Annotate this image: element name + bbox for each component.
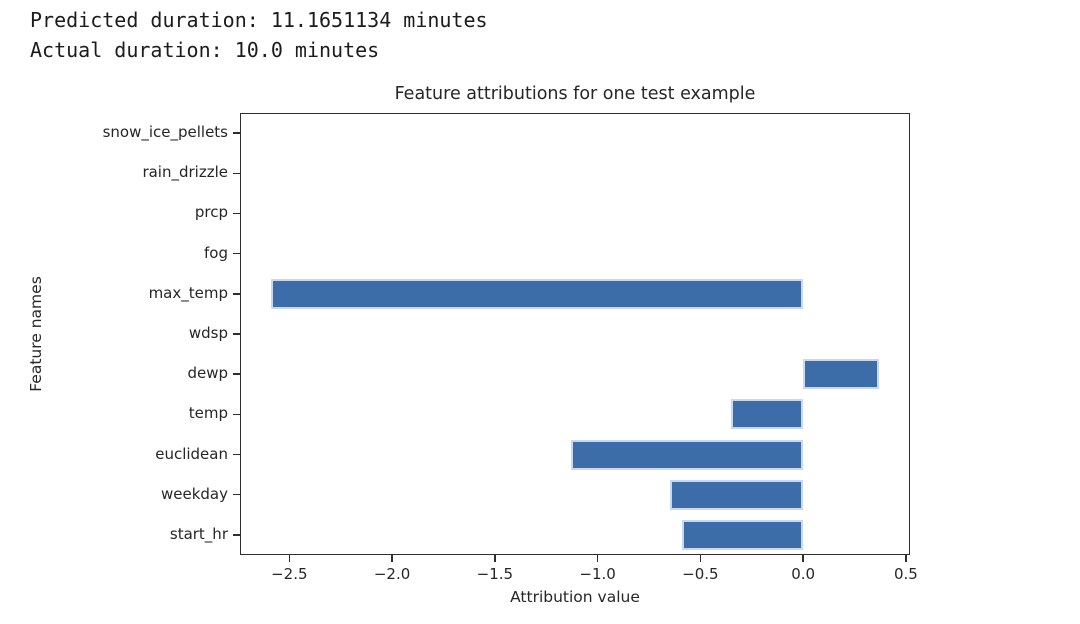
y-tick-label-start_hr: start_hr [169, 524, 228, 543]
x-tick-mark [494, 555, 496, 562]
bar-temp [731, 399, 804, 430]
plot-area [240, 113, 910, 555]
x-tick-mark [288, 555, 291, 562]
y-tick-label-weekday: weekday [160, 484, 228, 503]
bar-euclidean [570, 439, 804, 470]
x-tick-label: −0.5 [682, 565, 719, 583]
y-tick-mark [233, 413, 240, 416]
x-tick-label: −1.0 [579, 565, 616, 583]
x-axis-label: Attribution value [510, 588, 640, 606]
y-tick-label-max_temp: max_temp [148, 283, 228, 302]
bar-max_temp [270, 278, 804, 309]
y-tick-label-wdsp: wdsp [188, 324, 228, 342]
y-tick-mark [233, 373, 240, 375]
x-tick-label: −2.5 [271, 565, 308, 583]
y-tick-mark [233, 132, 240, 134]
y-tick-mark [233, 333, 240, 335]
y-tick-mark [233, 293, 240, 295]
stdout-text: Predicted duration: 11.1651134 minutes A… [30, 5, 488, 65]
bar-dewp [803, 359, 880, 390]
y-tick-label-euclidean: euclidean [155, 444, 228, 463]
y-tick-mark [233, 453, 240, 456]
y-tick-mark [233, 172, 240, 175]
y-tick-label-temp: temp [188, 404, 228, 423]
y-tick-label-rain_drizzle: rain_drizzle [142, 163, 228, 182]
actual-duration-line: Actual duration: 10.0 minutes [30, 38, 380, 62]
bar-start_hr [681, 519, 804, 550]
x-tick-mark [905, 555, 907, 562]
y-tick-label-fog: fog [204, 243, 228, 262]
x-tick-mark [596, 555, 599, 562]
x-tick-label: −1.5 [476, 565, 514, 583]
x-tick-mark [699, 555, 702, 562]
x-tick-mark [802, 555, 804, 562]
x-tick-label: −2.0 [373, 565, 411, 583]
y-axis-label: Feature names [27, 276, 45, 392]
y-tick-mark [233, 212, 240, 215]
y-tick-label-dewp: dewp [187, 364, 228, 383]
x-tick-label: 0.0 [791, 565, 816, 583]
predicted-duration-line: Predicted duration: 11.1651134 minutes [30, 8, 488, 32]
chart-title: Feature attributions for one test exampl… [394, 84, 756, 104]
y-tick-mark [233, 534, 240, 536]
y-tick-label-prcp: prcp [194, 203, 228, 222]
y-tick-label-snow_ice_pellets: snow_ice_pellets [102, 123, 228, 142]
x-tick-mark [391, 555, 393, 562]
y-tick-mark [233, 252, 240, 255]
bar-weekday [669, 479, 804, 510]
x-tick-label: 0.5 [893, 565, 918, 583]
y-tick-mark [233, 493, 240, 496]
